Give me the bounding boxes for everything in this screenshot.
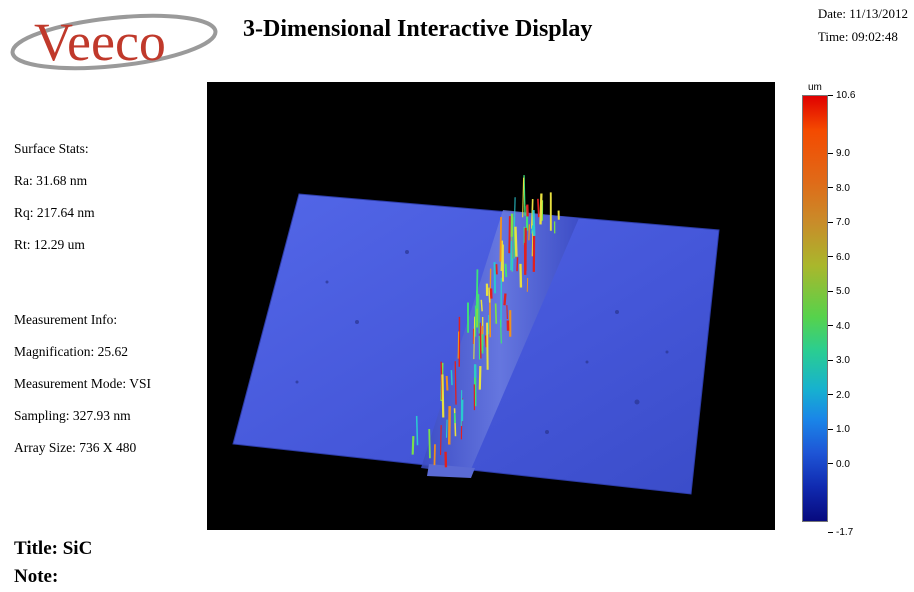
magnification-value: Magnification: 25.62 [14,344,128,359]
surface-spike [504,263,508,278]
rt-value: Rt: 12.29 um [14,237,85,252]
colorbar-tick: 7.0 [828,217,850,229]
colorbar-tick: 2.0 [828,390,850,402]
surface-spike [516,257,519,272]
surface-spike [513,197,516,232]
logo-text: Veeco [34,12,166,72]
surface-spike [428,429,431,459]
surface-spike [519,263,523,288]
time-label: Time: 09:02:48 [817,29,898,44]
colorbar-max: 10.6 [828,90,855,102]
surface-spike [415,415,419,446]
colorbar-unit: um [808,82,822,93]
surface-spike [508,216,511,254]
colorbar-tick: 1.0 [828,424,850,436]
surface-spike [488,287,491,303]
surface-spike [480,299,483,312]
surface-spike [514,226,518,257]
measurement-info-heading: Measurement Info: [14,312,118,327]
scratch-edge [427,464,475,478]
colorbar-tick: 4.0 [828,321,850,333]
surface-spike [522,177,525,218]
surface-spike [454,361,457,405]
3d-surface-plot[interactable] [207,82,775,530]
measurement-mode-value: Measurement Mode: VSI [14,376,151,391]
surface-pits [295,250,669,434]
surface-spike [486,322,489,370]
surface-spike [506,305,508,320]
rq-value: Rq: 217.64 nm [14,205,95,220]
surface-spike [477,294,480,334]
note-label: Note: [14,566,59,587]
sampling-value: Sampling: 327.93 nm [14,408,131,423]
colorbar-tick: 3.0 [828,355,850,367]
scratch-band [421,210,579,474]
veeco-logo: Veeco [6,4,228,74]
colorbar-tick: 6.0 [828,252,850,264]
surface-spike [450,370,453,386]
measurement-info-panel: Measurement Info: Magnification: 25.62 M… [14,304,151,464]
surface-spike [537,198,540,218]
timestamp: Date: 11/13/2012 Time: 09:02:48 [818,2,908,48]
surface-spike [532,210,536,236]
surface-stats-panel: Surface Stats: Ra: 31.68 nm Rq: 217.64 n… [14,133,95,261]
title-label: Title: SiC [14,538,93,559]
surface-spike [433,444,436,466]
surface-spike [510,241,513,271]
surface-spike [441,374,445,418]
surface-spike [523,175,526,216]
page-title: 3-Dimensional Interactive Display [243,16,593,42]
colorbar-tick: 9.0 [828,148,850,160]
colorbar-tick: 5.0 [828,286,850,298]
colorbar-min: -1.7 [828,527,853,539]
surface-spike [503,293,507,306]
ra-value: Ra: 31.68 nm [14,173,88,188]
date-label: Date: 11/13/2012 [817,6,908,21]
scratch-spikes [411,175,560,468]
surface-spike [539,193,543,225]
surface-spike [445,375,449,391]
surface-spike [411,436,415,455]
surface-spike [473,316,476,360]
surface-spike [475,269,479,309]
colorbar-gradient [802,95,828,522]
surface-spike [499,319,502,344]
surface-spike [494,303,498,324]
surface-spike [439,425,442,456]
surface-spike [445,419,448,438]
surface-spike [530,199,534,229]
surface-stats-heading: Surface Stats: [14,141,89,156]
array-size-value: Array Size: 736 X 480 [14,440,137,455]
surface-spike [499,216,503,262]
surface-spike [528,224,531,241]
colorbar-tick: 8.0 [828,183,850,195]
surface-spike [493,262,497,294]
color-scale-bar: um 10.6 9.0 8.0 7.0 6.0 5.0 4.0 3.0 2.0 1.0 0.0 -… [802,82,912,542]
surface-spike [479,322,482,359]
surface-spike [531,225,534,234]
surface-spike [478,366,482,390]
surface-spike [500,240,504,272]
colorbar-tick: 0.0 [828,459,850,471]
